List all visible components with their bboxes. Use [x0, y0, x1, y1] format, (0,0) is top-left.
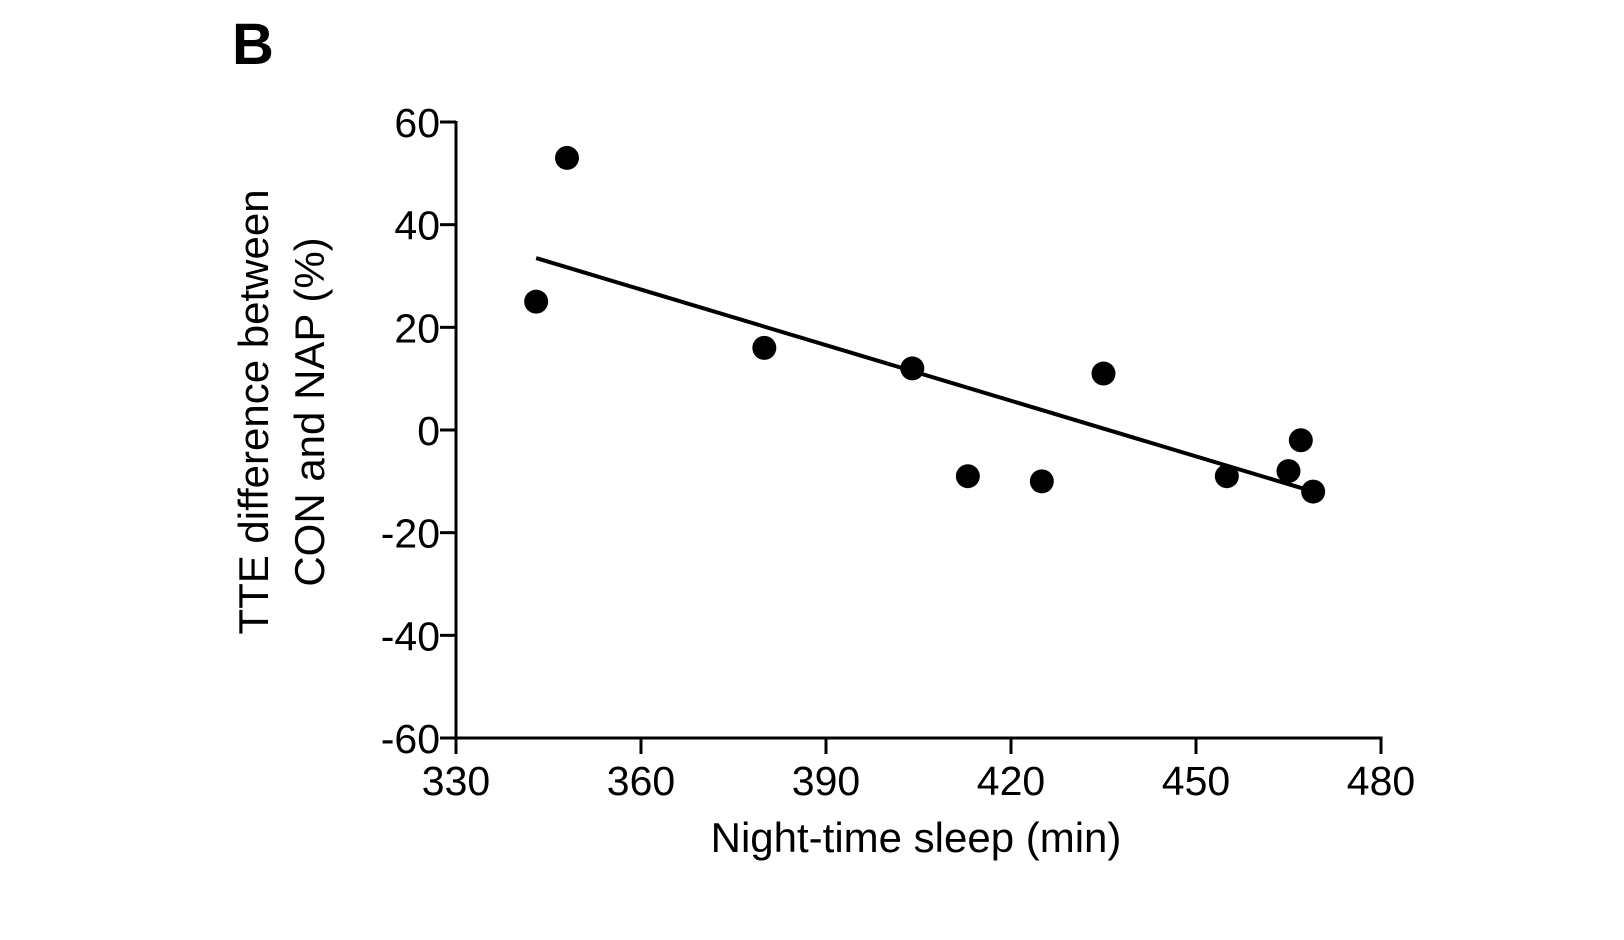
x-axis-ticks: 330 360 390 420 450 480: [422, 738, 1415, 804]
x-tick-label: 330: [422, 758, 490, 804]
data-point: [1301, 479, 1326, 504]
data-point: [555, 145, 579, 170]
y-axis-title-line-2: CON and NAP (%): [286, 237, 333, 586]
axes: [454, 121, 1383, 740]
x-tick-label: 390: [792, 758, 860, 804]
y-tick-label: 0: [417, 408, 440, 454]
data-point: [752, 335, 777, 360]
x-tick-label: 450: [1162, 758, 1230, 804]
y-axis-ticks: 60 40 20 0 -20 -40 -60: [381, 100, 456, 762]
x-tick-label: 420: [977, 758, 1045, 804]
y-axis-title: TTE difference between CON and NAP (%): [230, 189, 333, 634]
data-point: [900, 356, 925, 381]
panel-letter: B: [232, 12, 274, 77]
y-tick-label: 20: [394, 305, 440, 351]
data-point: [1029, 469, 1054, 494]
data-point: [1091, 361, 1116, 386]
x-tick-label: 480: [1347, 758, 1415, 804]
x-tick-label: 360: [607, 758, 675, 804]
y-tick-label: 40: [394, 203, 440, 249]
data-points: [524, 145, 1326, 504]
x-axis-title: Night-time sleep (min): [711, 814, 1122, 861]
y-axis-title-line-1: TTE difference between: [230, 189, 277, 634]
trendline-group: [535, 256, 1314, 494]
y-tick-label: -60: [381, 716, 440, 762]
regression-line: [535, 256, 1314, 494]
data-point: [524, 289, 549, 314]
y-tick-label: -40: [381, 613, 440, 659]
data-point: [1214, 464, 1239, 489]
data-point: [1276, 459, 1301, 484]
data-point: [955, 464, 980, 489]
y-tick-label: -20: [381, 511, 440, 557]
data-point: [1288, 428, 1313, 453]
y-tick-label: 60: [394, 100, 440, 146]
